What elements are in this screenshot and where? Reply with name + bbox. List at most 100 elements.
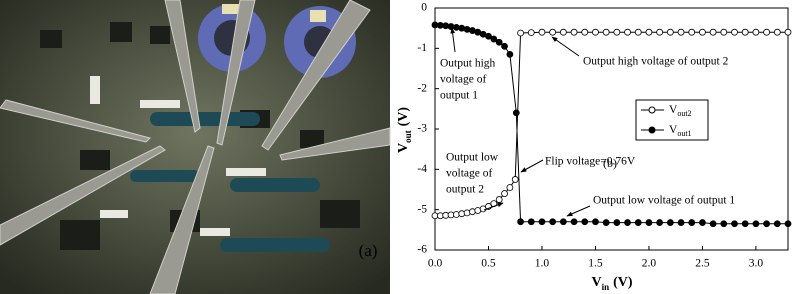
legend-label: Vout2	[669, 104, 692, 119]
panel-label: (a)	[359, 241, 378, 260]
annotation-arrow	[483, 202, 504, 211]
y-tick-label: -3	[417, 123, 427, 135]
data-point	[624, 28, 631, 36]
data-point	[512, 109, 520, 117]
data-point	[511, 176, 519, 183]
data-point	[559, 218, 567, 226]
data-point	[784, 28, 792, 36]
data-point	[592, 28, 599, 36]
data-point	[645, 28, 653, 36]
data-point	[741, 28, 749, 36]
data-point	[490, 35, 498, 43]
annotation-arrow	[520, 159, 544, 173]
data-point	[645, 219, 653, 226]
annotation: Output high	[440, 58, 496, 70]
x-tick-label: 0.5	[481, 258, 496, 270]
data-point	[731, 220, 738, 228]
data-point	[602, 219, 610, 226]
legend-marker	[648, 126, 656, 134]
annotation-arrow	[566, 205, 591, 217]
data-point	[581, 218, 589, 226]
x-tick-label: 0.0	[428, 258, 443, 270]
legend-label: Vout1	[669, 124, 692, 139]
data-point	[538, 218, 546, 226]
data-point	[613, 28, 621, 36]
y-tick-label: 0	[421, 2, 427, 14]
data-point	[527, 29, 535, 37]
data-point	[666, 28, 674, 36]
data-point	[720, 28, 728, 36]
data-point	[517, 29, 524, 37]
legend-label-main: V	[669, 124, 678, 136]
data-point	[495, 38, 503, 46]
data-point	[570, 28, 578, 36]
x-tick-label: 1.5	[588, 258, 603, 270]
data-point	[656, 28, 664, 36]
x-axis-label: Vin (V)	[591, 275, 632, 292]
annotation-arrow	[450, 27, 456, 53]
x-tick-label: 2.0	[642, 258, 657, 270]
annotation: voltage of	[440, 74, 486, 86]
data-point	[506, 50, 514, 58]
annotation-arrow	[551, 36, 580, 57]
data-point	[559, 28, 567, 36]
data-point	[773, 28, 781, 36]
data-point	[624, 219, 631, 226]
data-point	[709, 28, 717, 36]
annotation: output 2	[446, 184, 484, 196]
data-point	[763, 220, 771, 228]
annotation: Output high voltage of output 2	[583, 56, 729, 68]
data-point	[709, 220, 717, 228]
data-point	[634, 219, 642, 226]
x-tick-label: 1.0	[535, 258, 550, 270]
data-point	[570, 218, 578, 226]
x-axis-label-sub: in	[602, 282, 610, 292]
y-tick-label: -4	[417, 163, 427, 175]
data-point	[549, 218, 557, 226]
plot-frame	[434, 7, 789, 251]
data-point	[613, 219, 621, 226]
legend-label-sub: out2	[677, 109, 691, 118]
data-point	[741, 220, 749, 228]
data-point	[501, 190, 508, 197]
data-point	[527, 218, 535, 226]
y-axis-label-sub: out	[403, 130, 413, 143]
data-point	[592, 218, 599, 226]
data-point	[784, 220, 792, 228]
data-point	[656, 219, 664, 226]
data-point	[688, 28, 696, 36]
data-point	[602, 28, 610, 36]
x-tick-label: 3.0	[749, 258, 764, 270]
data-point	[495, 196, 503, 203]
panel-label: (b)	[603, 156, 617, 170]
annotation: Flip voltage=0.76V	[545, 156, 636, 168]
y-axis-label: Vout (V)	[396, 107, 413, 153]
data-point	[752, 28, 760, 36]
annotation: output 1	[440, 90, 478, 102]
y-axis-label-main: V	[396, 143, 411, 153]
annotation: Output low	[446, 152, 499, 164]
data-point	[506, 184, 514, 191]
y-tick-label: -6	[417, 244, 427, 256]
x-tick-label: 2.5	[695, 258, 710, 270]
data-point	[485, 32, 492, 40]
data-point	[581, 28, 589, 36]
data-point	[699, 28, 706, 36]
legend-label-main: V	[669, 104, 678, 116]
data-point	[773, 220, 781, 228]
y-tick-label: -1	[417, 42, 427, 54]
legend-marker	[648, 106, 656, 114]
data-point	[699, 219, 706, 226]
annotation: Output low voltage of output 1	[593, 195, 735, 207]
y-tick-label: -2	[417, 82, 427, 94]
photo: (a)	[0, 0, 391, 294]
data-point	[634, 28, 642, 36]
y-axis-label-unit: (V)	[396, 107, 411, 127]
legend-box	[635, 99, 709, 141]
data-point	[720, 220, 728, 228]
data-point	[517, 218, 524, 226]
data-point	[677, 219, 685, 226]
y-tick-label: -5	[417, 203, 427, 215]
data-point	[549, 28, 557, 36]
